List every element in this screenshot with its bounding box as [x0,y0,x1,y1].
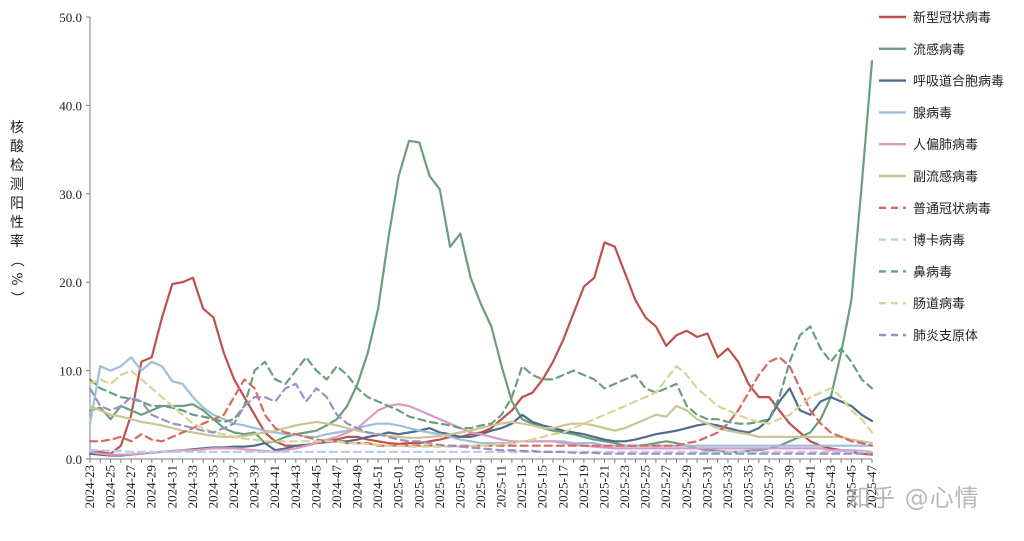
x-tick-label: 2025-21 [596,465,611,508]
y-axis-label-char: 阳 [10,196,24,212]
legend-entry-label: 腺病毒 [913,106,952,121]
x-tick-label: 2025-47 [864,465,879,509]
y-axis-label-char: 测 [10,177,24,193]
y-ticks: 0.0 10.0 20.0 30.0 40.0 50.0 [59,10,90,467]
legend-entry-label: 新型冠状病毒 [913,10,991,26]
y-tick-label: 10.0 [59,364,82,379]
x-tick-label: 2025-05 [432,465,447,508]
legend-entry-label: 鼻病毒 [913,264,952,280]
x-tick-label: 2025-17 [555,465,570,509]
series-line-5 [88,404,874,445]
legend-entry-label: 流感病毒 [913,42,965,58]
y-axis-label-char: （ [8,253,24,267]
x-tick-label: 2025-11 [494,465,509,508]
x-tick-label: 2024-51 [370,465,385,508]
x-tick-label: 2025-25 [638,465,653,508]
legend-entry-label: 普通冠状病毒 [913,202,991,217]
series-line-7 [88,449,874,453]
x-tick-label: 2024-43 [288,465,303,508]
x-tick-label: 2025-31 [699,465,714,508]
x-tick-label: 2024-23 [82,465,97,508]
x-tick-label: 2024-33 [185,465,200,508]
x-tick-label: 2025-27 [658,465,673,509]
x-tick-label: 2025-35 [741,465,756,508]
series-line-9 [88,365,874,448]
x-tick-label: 2025-15 [535,465,550,508]
series-line-4 [88,403,874,456]
y-axis-label-char: 率 [10,233,24,250]
x-tick-label: 2025-37 [761,465,776,509]
x-tick-label: 2025-29 [679,465,694,508]
x-tick-label: 2024-49 [350,465,365,508]
y-axis-label-char: % [8,272,24,285]
x-tick-label: 2025-33 [720,465,735,508]
y-axis-label-char: 核 [10,120,24,136]
series-line-3 [88,356,874,447]
legend-entry-label: 副流感病毒 [913,169,978,185]
series-line-0 [88,241,874,456]
x-tick-label: 2024-37 [226,465,241,509]
y-tick-label: 0.0 [66,452,82,467]
x-tick-label: 2024-45 [308,465,323,508]
x-tick-label: 2025-43 [823,465,838,508]
x-tick-label: 2025-03 [411,465,426,508]
x-tick-label: 2025-39 [782,465,797,508]
x-tick-label: 2025-13 [514,465,529,508]
x-tick-label: 2025-23 [617,465,632,508]
x-tick-label: 2025-45 [843,465,858,508]
x-tick-label: 2025-01 [391,465,406,508]
x-tick-label: 2024-25 [103,465,118,508]
x-tick-label: 2024-35 [205,465,220,508]
y-tick-label: 40.0 [59,98,82,113]
x-tick-label: 2025-19 [576,465,591,508]
legend-entry-label: 呼吸道合胞病毒 [913,75,1004,90]
x-tick-label: 2024-41 [267,465,282,508]
legend-entry-label: 人偏肺病毒 [913,138,978,153]
watermark: 知乎 @心情 [846,484,980,512]
x-tick-label: 2025-41 [802,465,817,508]
x-ticks: 2024-23 2024-25 2024-27 2024-29 2024-31 2024-… [82,459,879,508]
x-tick-label: 2025-09 [473,465,488,508]
legend-entry-label: 肠道病毒 [913,297,965,312]
y-axis-label-char: ） [8,291,24,305]
y-tick-label: 50.0 [59,10,82,25]
x-tick-label: 2024-29 [144,465,159,508]
legend-entry-label: 博卡病毒 [913,234,965,249]
legend-entry-label: 肺炎支原体 [913,329,978,344]
legend: 新型冠状病毒流感病毒呼吸道合胞病毒腺病毒人偏肺病毒副流感病毒普通冠状病毒博卡病毒… [879,10,1004,344]
y-axis-label-char: 酸 [10,139,24,155]
series-line-8 [88,325,874,430]
x-tick-label: 2024-27 [123,465,138,509]
series-line-10 [88,382,874,455]
y-tick-label: 20.0 [59,275,82,290]
x-tick-label: 2025-07 [452,465,467,509]
x-tick-label: 2024-39 [247,465,262,508]
x-tick-label: 2024-31 [164,465,179,508]
x-tick-label: 2024-47 [329,465,344,509]
y-axis-label-char: 性 [10,215,24,231]
series-lines [88,60,874,457]
y-axis-label-char: 检 [10,158,24,174]
y-tick-label: 30.0 [59,187,82,202]
